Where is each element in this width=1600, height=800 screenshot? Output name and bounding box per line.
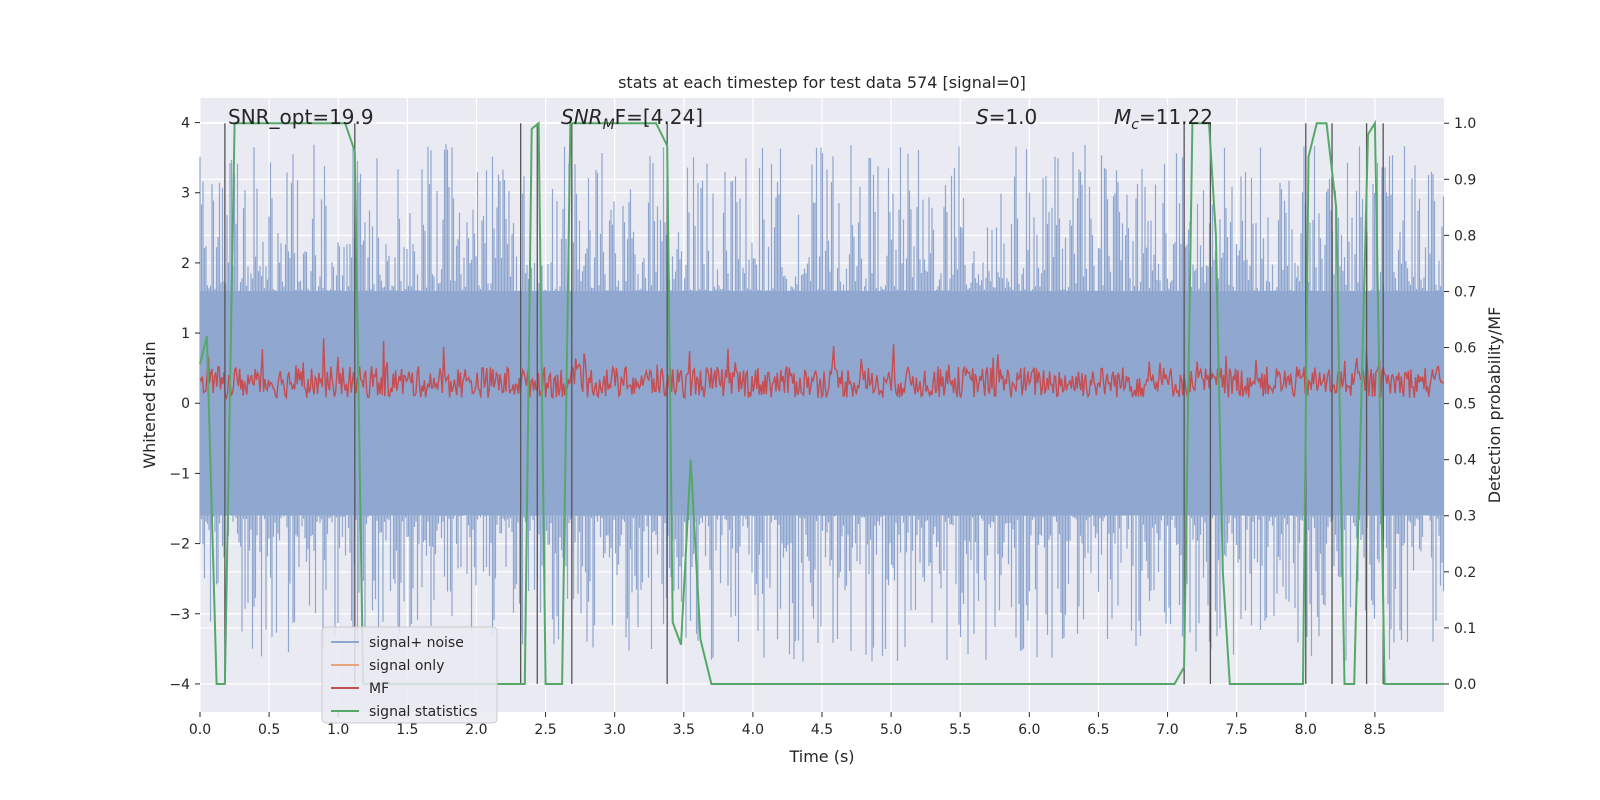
y2-tick-label: 0.5 (1454, 397, 1476, 413)
legend: signal+ noise signal only MF signal statist… (321, 626, 498, 724)
y-tick-label: 4 (181, 116, 190, 132)
legend-box (321, 626, 498, 724)
y2-tick-label: 0.2 (1454, 565, 1476, 581)
x-axis-ticks: 0.0 0.5 1.0 1.5 2.0 2.5 3.0 3.5 4.0 4.5 5.0 5.5 6.0 6… (189, 712, 1386, 738)
legend-label: MF (369, 681, 389, 697)
x-tick-label: 8.0 (1295, 722, 1317, 738)
y-tick-label: −1 (169, 466, 190, 482)
x-tick-label: 7.0 (1156, 722, 1178, 738)
x-tick-label: 6.5 (1087, 722, 1109, 738)
mc-label: M (1114, 105, 1131, 129)
y-tick-label: 2 (181, 256, 190, 272)
mf-series (199, 338, 1444, 401)
x-tick-label: 4.5 (811, 722, 833, 738)
y2-tick-label: 0.8 (1454, 228, 1476, 244)
x-tick-label: 1.0 (327, 722, 349, 738)
y-tick-label: −3 (169, 607, 190, 623)
annotation-snr-mf: SNRMF=[4.24] (561, 105, 703, 133)
x-tick-label: 0.5 (258, 722, 280, 738)
y2-axis-label: Detection probability/MF (1485, 307, 1504, 504)
legend-label: signal only (369, 658, 444, 674)
x-tick-label: 6.0 (1018, 722, 1040, 738)
annotation-s: S=1.0 (976, 105, 1037, 129)
x-tick-label: 1.5 (396, 722, 418, 738)
y2-tick-label: 1.0 (1454, 116, 1476, 132)
y2-tick-label: 0.6 (1454, 341, 1476, 357)
legend-label: signal+ noise (369, 635, 464, 651)
x-tick-label: 0.0 (189, 722, 211, 738)
s-value: =1.0 (989, 105, 1038, 129)
signal-statistics-series (199, 119, 1444, 685)
x-tick-label: 4.0 (742, 722, 764, 738)
annotation-snr-opt: SNR_opt=19.9 (228, 105, 374, 129)
y-tick-label: 3 (181, 186, 190, 202)
snr-mf-rest: F=[4.24] (615, 105, 703, 129)
y2-tick-label: 0.3 (1454, 509, 1476, 525)
y-axis-label: Whitened strain (140, 341, 159, 468)
y2-tick-label: 0.0 (1454, 677, 1476, 693)
x-axis-label: Time (s) (788, 747, 854, 766)
chart-title: stats at each timestep for test data 574… (618, 73, 1026, 92)
x-tick-label: 8.5 (1364, 722, 1386, 738)
snr-mf-prefix: SNR (561, 105, 603, 129)
y-axis-ticks: −4 −3 −2 −1 0 1 2 3 4 (169, 116, 200, 693)
mc-value: =11.22 (1139, 105, 1213, 129)
snr-mf-sub: M (603, 117, 615, 133)
y2-tick-label: 0.9 (1454, 172, 1476, 188)
x-tick-label: 2.0 (465, 722, 487, 738)
y2-axis-ticks: 0.0 0.1 0.2 0.3 0.4 0.5 0.6 0.7 0.8 0.9 1.0 (1444, 116, 1476, 693)
signal-statistics-line (199, 119, 1444, 685)
y2-tick-label: 0.4 (1454, 453, 1476, 469)
signal-noise-series (199, 143, 1445, 662)
x-tick-label: 5.5 (949, 722, 971, 738)
y-tick-label: 0 (181, 396, 190, 412)
legend-label: signal statistics (369, 704, 477, 720)
x-tick-label: 7.5 (1226, 722, 1248, 738)
annotation-mc: Mc=11.22 (1114, 105, 1213, 133)
mf-trace (199, 338, 1444, 401)
x-tick-label: 5.0 (880, 722, 902, 738)
x-tick-label: 2.5 (534, 722, 556, 738)
y2-tick-label: 0.7 (1454, 284, 1476, 300)
mc-sub: c (1131, 117, 1139, 133)
y2-tick-label: 0.1 (1454, 621, 1476, 637)
x-tick-label: 3.0 (604, 722, 626, 738)
s-label: S (976, 105, 989, 129)
y-tick-label: −2 (169, 537, 190, 553)
y-tick-label: −4 (169, 677, 190, 693)
x-tick-label: 3.5 (673, 722, 695, 738)
y-tick-label: 1 (181, 326, 190, 342)
